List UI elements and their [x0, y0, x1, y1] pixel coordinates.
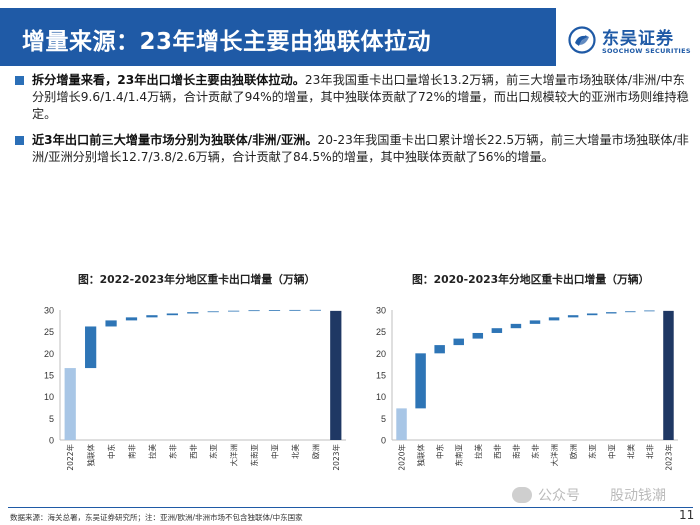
- bar: [146, 315, 158, 318]
- bar: [491, 328, 503, 333]
- bar: [105, 320, 117, 327]
- page-title: 增量来源：23年增长主要由独联体拉动: [22, 29, 432, 55]
- waterfall-chart-2020-2023: 0 5 10 15 20 25 30 2020年 独联体 中东 东南亚 拉美 西非 南非 东非 大洋洲 欧洲 东亚…: [376, 306, 678, 471]
- y-tick-label: 20: [376, 349, 386, 359]
- bullet-item-2: 近3年出口前三大增量市场分别为独联体/非洲/亚洲。20-23年我国重卡出口累计增…: [10, 132, 690, 166]
- wechat-icon: [512, 487, 532, 503]
- bar: [64, 368, 76, 440]
- bullet-2-lead: 近3年出口前三大增量市场分别为独联体/非洲/亚洲。: [32, 133, 318, 147]
- bullet-list: 拆分增量来看，23年出口增长主要由独联体拉动。23年我国重卡出口量增长13.2万…: [10, 72, 690, 175]
- x-tick-label: 北美: [290, 444, 300, 459]
- bar: [529, 320, 541, 324]
- y-tick-label: 10: [376, 392, 386, 402]
- bar: [268, 310, 281, 311]
- x-tick-label: 中东: [106, 444, 116, 459]
- bar: [510, 323, 522, 329]
- bar: [330, 310, 342, 440]
- x-tick-label: 2023年: [663, 444, 673, 471]
- bar: [663, 310, 674, 440]
- x-tick-label: 中东: [435, 444, 445, 459]
- x-tick-label: 拉美: [473, 444, 483, 459]
- bar: [396, 408, 407, 440]
- bullet-square-icon: [15, 76, 24, 85]
- x-tick-label: 东南亚: [249, 444, 259, 467]
- x-tick-label: 西非: [492, 444, 502, 459]
- x-tick-label: 2020年: [397, 444, 407, 471]
- chart-right-title: 图：2020-2023年分地区重卡出口增量（万辆）: [412, 273, 650, 286]
- y-tick-label: 20: [44, 349, 54, 359]
- company-logo: 东吴证券 SOOCHOW SECURITIES: [568, 24, 696, 64]
- bar: [434, 345, 445, 354]
- data-source-note: 数据来源：海关总署，东吴证券研究所；注：亚洲/欧洲/非洲市场不包含独联体/中东国…: [10, 513, 303, 522]
- bar: [415, 353, 426, 409]
- bar: [248, 310, 260, 312]
- y-tick-label: 30: [44, 306, 54, 316]
- x-tick-label: 北美: [625, 444, 635, 459]
- title-banner: 增量来源：23年增长主要由独联体拉动: [0, 8, 556, 66]
- bar: [166, 313, 178, 316]
- x-tick-label: 北非: [644, 444, 654, 459]
- logo-name-en: SOOCHOW SECURITIES: [602, 47, 691, 55]
- y-tick-label: 25: [44, 327, 54, 337]
- watermark: 公众号 股动钱潮: [512, 485, 666, 505]
- x-tick-label: 东南亚: [454, 444, 464, 467]
- x-tick-label: 东非: [167, 444, 177, 459]
- bar: [453, 338, 464, 346]
- x-tick-label: 2023年: [331, 444, 341, 471]
- x-tick-label: 西非: [188, 444, 198, 459]
- footer-divider: [8, 507, 693, 508]
- watermark-left-text: 公众号: [538, 488, 580, 504]
- x-tick-label: 南非: [127, 444, 137, 459]
- y-tick-label: 5: [49, 414, 54, 424]
- x-tick-label: 大洋洲: [549, 444, 559, 467]
- x-tick-label: 拉美: [147, 444, 157, 459]
- x-tick-label: 中亚: [270, 444, 280, 459]
- bullet-1-text: 23年我国重卡出口量增长13.2万辆，前三大增量市场独联体/非洲/中东分别增长9…: [32, 73, 689, 121]
- logo-name-cn: 东吴证券: [602, 29, 674, 49]
- x-tick-label: 欧洲: [568, 444, 578, 459]
- y-tick-label: 15: [44, 371, 54, 381]
- y-tick-label: 0: [381, 436, 386, 446]
- x-tick-label: 欧洲: [310, 444, 320, 459]
- chart-left-title: 图：2022-2023年分地区重卡出口增量（万辆）: [78, 273, 316, 286]
- x-tick-label: 中亚: [606, 444, 616, 459]
- y-tick-label: 15: [376, 371, 386, 381]
- bar: [228, 310, 240, 312]
- waterfall-chart-2022-2023: 0 5 10 15 20 25 30 2022年 独联体 中东 南非 拉美 东非 西非 东亚 大洋洲 东南亚 中亚…: [44, 306, 346, 471]
- bullet-square-icon: [15, 136, 24, 145]
- x-tick-label: 独联体: [416, 444, 426, 467]
- x-tick-label: 东亚: [587, 444, 597, 459]
- page-number: 11: [679, 508, 695, 522]
- bullet-1-lead: 拆分增量来看，23年出口增长主要由独联体拉动。: [32, 73, 305, 87]
- bar: [289, 309, 301, 311]
- x-tick-label: 2022年: [65, 444, 75, 471]
- y-tick-label: 25: [376, 327, 386, 337]
- bar: [125, 317, 138, 321]
- x-tick-label: 南非: [511, 444, 521, 459]
- y-tick-label: 10: [44, 392, 54, 402]
- bar: [309, 309, 321, 311]
- bar: [606, 312, 617, 314]
- bar: [548, 317, 560, 321]
- bullet-item-1: 拆分增量来看，23年出口增长主要由独联体拉动。23年我国重卡出口量增长13.2万…: [10, 72, 690, 123]
- bar: [644, 310, 655, 312]
- watermark-right-text: 股动钱潮: [610, 488, 666, 504]
- bar: [207, 311, 219, 313]
- x-tick-label: 大洋洲: [229, 444, 239, 467]
- x-tick-label: 东亚: [208, 444, 218, 459]
- bar: [85, 326, 97, 369]
- bar: [586, 313, 598, 316]
- x-tick-label: 独联体: [86, 444, 96, 467]
- bar: [187, 312, 199, 314]
- bar: [472, 332, 484, 339]
- bar: [625, 311, 636, 313]
- y-tick-label: 30: [376, 306, 386, 316]
- bullet-2-text: 20-23年我国重卡出口累计增长22.5万辆，前三大增量市场独联体/非洲/亚洲分…: [32, 133, 689, 164]
- x-tick-label: 东非: [530, 444, 540, 459]
- bar: [567, 315, 579, 318]
- soochow-logo-icon: [568, 26, 596, 54]
- y-tick-label: 0: [49, 436, 54, 446]
- y-tick-label: 5: [381, 414, 386, 424]
